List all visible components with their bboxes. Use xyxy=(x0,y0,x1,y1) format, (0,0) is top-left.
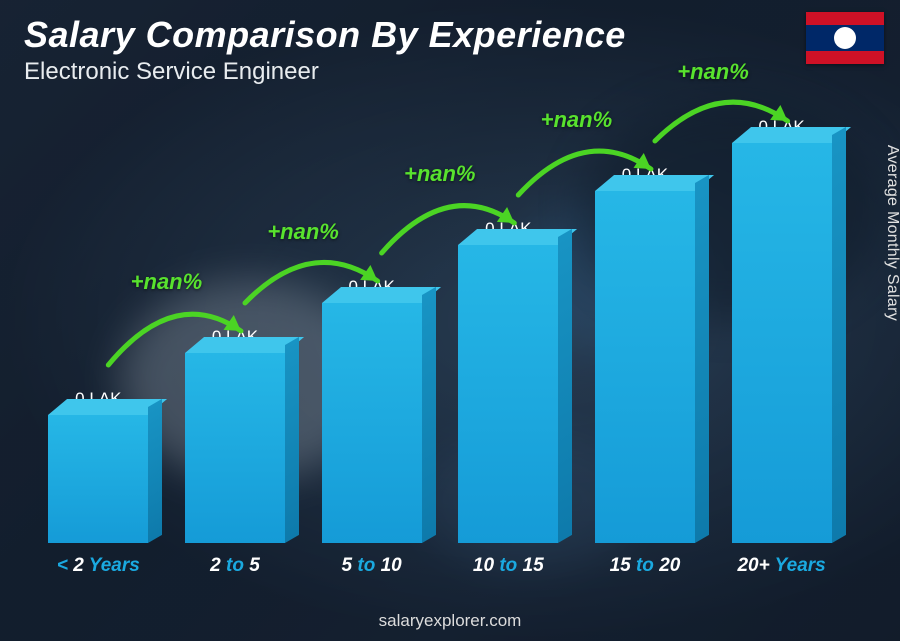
flag-laos xyxy=(806,12,884,64)
growth-arrow xyxy=(518,151,651,195)
y-axis-label: Average Monthly Salary xyxy=(883,144,900,320)
pct-change-label: +nan% xyxy=(404,161,476,187)
chart-subtitle: Electronic Service Engineer xyxy=(24,58,626,86)
bar-chart: 0 LAK0 LAK0 LAK0 LAK0 LAK0 LAK < 2 Years… xyxy=(30,120,850,571)
footer-credit: salaryexplorer.com xyxy=(0,611,900,631)
pct-change-label: +nan% xyxy=(541,107,613,133)
title-block: Salary Comparison By Experience Electron… xyxy=(24,14,626,86)
arrows-layer xyxy=(30,120,850,571)
pct-change-label: +nan% xyxy=(267,219,339,245)
pct-change-label: +nan% xyxy=(131,269,203,295)
growth-arrow xyxy=(245,262,378,303)
pct-change-label: +nan% xyxy=(677,59,749,85)
chart-title: Salary Comparison By Experience xyxy=(24,14,626,56)
growth-arrow xyxy=(382,206,515,253)
growth-arrow xyxy=(108,314,241,365)
